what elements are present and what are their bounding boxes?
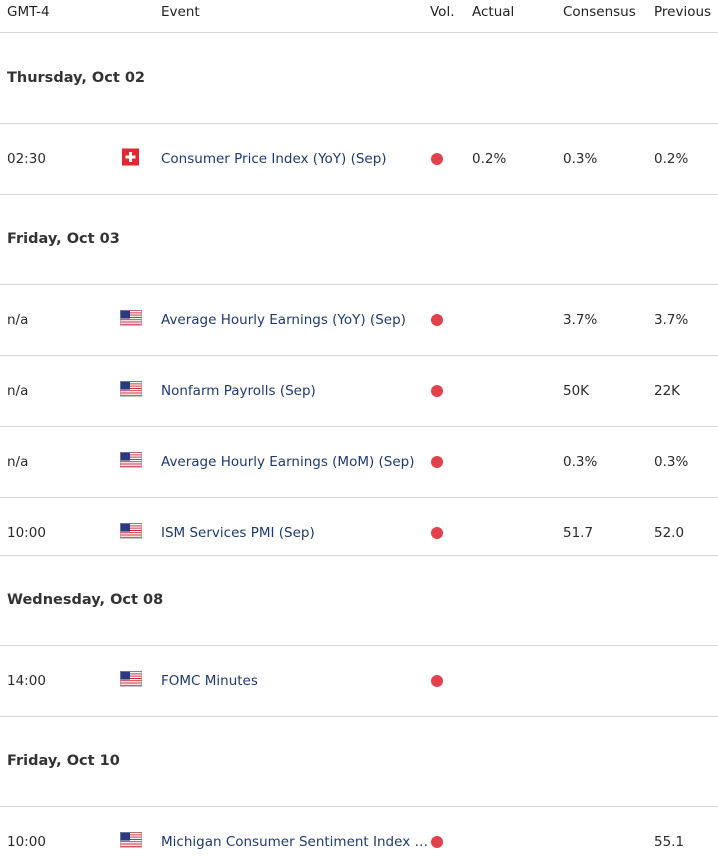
consensus-value: 3.7% xyxy=(563,312,598,328)
event-time: n/a xyxy=(7,454,29,470)
country-flag xyxy=(120,523,142,543)
day-header: Friday, Oct 03 xyxy=(7,231,120,247)
country-flag xyxy=(120,452,142,472)
volatility-dot xyxy=(431,385,443,397)
event-time: 10:00 xyxy=(7,525,46,541)
country-flag xyxy=(122,148,139,170)
row-rule xyxy=(0,194,718,195)
row-rule xyxy=(0,426,718,427)
row-rule xyxy=(0,555,718,556)
previous-value: 0.3% xyxy=(654,454,689,470)
consensus-value: 0.3% xyxy=(563,454,598,470)
country-flag xyxy=(120,310,142,330)
event-name: ISM Services PMI (Sep) xyxy=(161,525,315,541)
row-rule xyxy=(0,284,718,285)
previous-value: 0.2% xyxy=(654,151,689,167)
event-time: n/a xyxy=(7,312,29,328)
country-flag xyxy=(120,381,142,401)
header-actual: Actual xyxy=(472,4,515,20)
row-rule xyxy=(0,355,718,356)
event-name: Michigan Consumer Sentiment Index … xyxy=(161,834,428,850)
event-time: n/a xyxy=(7,383,29,399)
volatility-dot xyxy=(431,153,443,165)
event-time: 14:00 xyxy=(7,673,46,689)
previous-value: 52.0 xyxy=(654,525,685,541)
event-name: Nonfarm Payrolls (Sep) xyxy=(161,383,316,399)
row-rule xyxy=(0,716,718,717)
header-rule xyxy=(0,32,718,33)
volatility-dot xyxy=(431,675,443,687)
row-rule xyxy=(0,123,718,124)
day-header: Wednesday, Oct 08 xyxy=(7,592,164,608)
row-rule xyxy=(0,497,718,498)
header-event: Event xyxy=(161,4,200,20)
country-flag xyxy=(120,832,142,852)
volatility-dot xyxy=(431,527,443,539)
consensus-value: 50K xyxy=(563,383,590,399)
header-time: GMT-4 xyxy=(7,4,50,20)
volatility-dot xyxy=(431,314,443,326)
volatility-dot xyxy=(431,836,443,848)
country-flag xyxy=(120,671,142,691)
event-time: 10:00 xyxy=(7,834,46,850)
row-rule xyxy=(0,806,718,807)
header-vol: Vol. xyxy=(430,4,455,20)
header-consensus: Consensus xyxy=(563,4,636,20)
row-rule xyxy=(0,645,718,646)
header-previous: Previous xyxy=(654,4,712,20)
event-name: Average Hourly Earnings (MoM) (Sep) xyxy=(161,454,415,470)
event-name: Consumer Price Index (YoY) (Sep) xyxy=(161,151,387,167)
volatility-dot xyxy=(431,456,443,468)
event-time: 02:30 xyxy=(7,151,46,167)
previous-value: 55.1 xyxy=(654,834,685,850)
actual-value: 0.2% xyxy=(472,151,507,167)
day-header: Thursday, Oct 02 xyxy=(7,70,145,86)
previous-value: 3.7% xyxy=(654,312,689,328)
event-name: FOMC Minutes xyxy=(161,673,258,689)
event-name: Average Hourly Earnings (YoY) (Sep) xyxy=(161,312,406,328)
consensus-value: 0.3% xyxy=(563,151,598,167)
previous-value: 22K xyxy=(654,383,681,399)
day-header: Friday, Oct 10 xyxy=(7,753,120,769)
consensus-value: 51.7 xyxy=(563,525,594,541)
